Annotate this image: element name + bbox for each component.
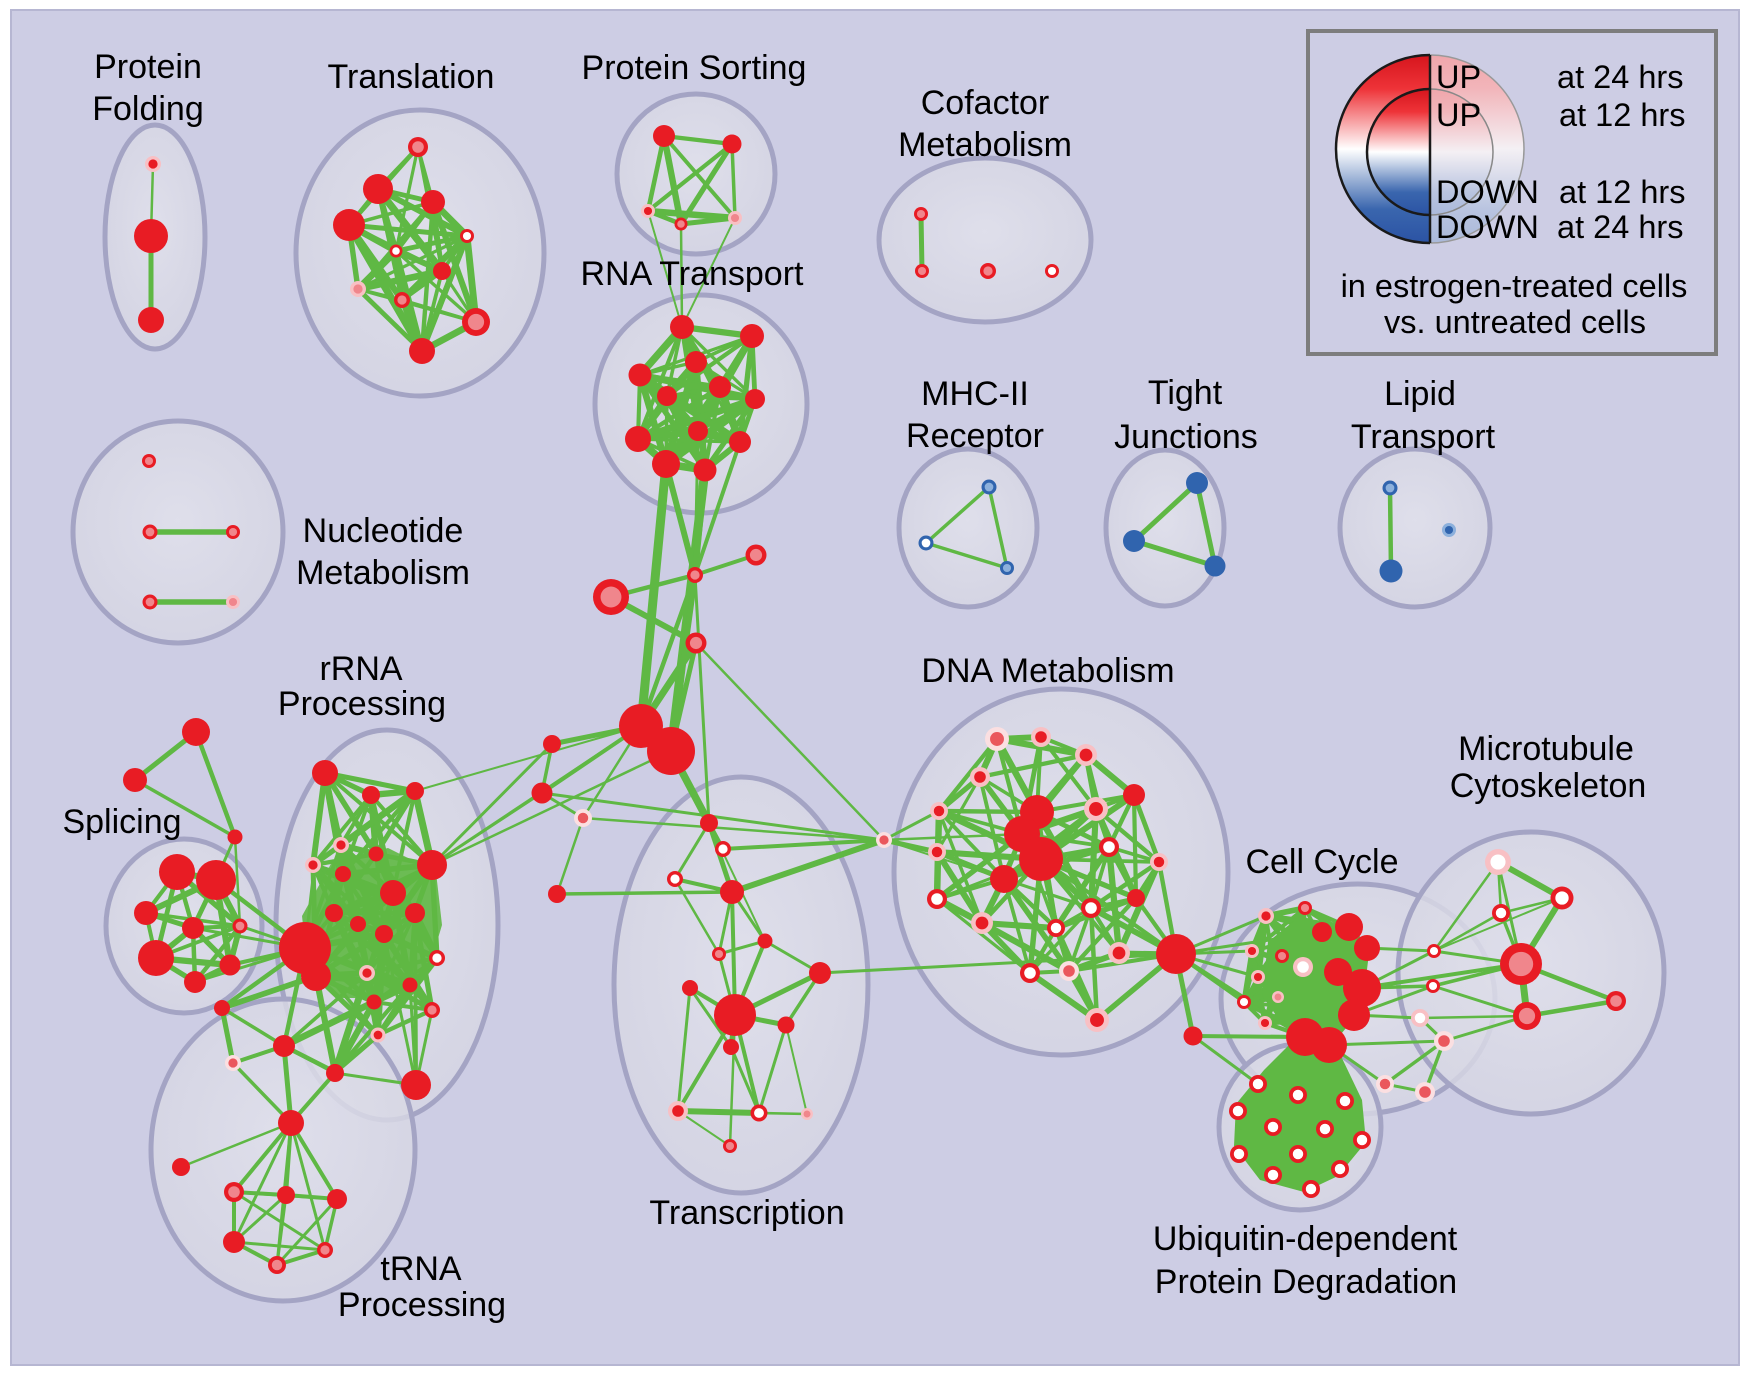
svg-text:MHC-II: MHC-II: [921, 375, 1029, 413]
svg-text:Metabolism: Metabolism: [296, 554, 470, 592]
svg-text:at 24 hrs: at 24 hrs: [1557, 59, 1683, 95]
svg-text:RNA Transport: RNA Transport: [581, 255, 805, 293]
svg-text:DOWN: DOWN: [1436, 209, 1539, 245]
svg-text:at 24 hrs: at 24 hrs: [1557, 209, 1683, 245]
svg-text:DOWN: DOWN: [1436, 174, 1539, 210]
svg-text:Transport: Transport: [1351, 418, 1496, 456]
svg-text:rRNA: rRNA: [319, 650, 402, 688]
svg-text:UP: UP: [1436, 59, 1481, 95]
svg-text:at 12 hrs: at 12 hrs: [1559, 174, 1685, 210]
svg-text:Tight: Tight: [1148, 374, 1223, 412]
svg-text:Cell Cycle: Cell Cycle: [1245, 843, 1398, 881]
svg-text:Cytoskeleton: Cytoskeleton: [1450, 767, 1647, 805]
svg-text:Translation: Translation: [328, 58, 495, 96]
svg-text:Junctions: Junctions: [1114, 418, 1258, 456]
svg-text:Processing: Processing: [278, 685, 446, 723]
svg-text:Protein: Protein: [94, 48, 202, 86]
svg-text:Lipid: Lipid: [1384, 375, 1456, 413]
svg-text:UP: UP: [1436, 97, 1481, 133]
svg-text:Metabolism: Metabolism: [898, 126, 1072, 164]
svg-text:Microtubule: Microtubule: [1458, 730, 1634, 768]
svg-text:Protein Sorting: Protein Sorting: [582, 49, 807, 87]
svg-text:Cofactor: Cofactor: [921, 84, 1050, 122]
svg-text:DNA Metabolism: DNA Metabolism: [921, 652, 1174, 690]
svg-text:tRNA: tRNA: [380, 1250, 462, 1288]
svg-text:Receptor: Receptor: [906, 417, 1044, 455]
svg-text:Transcription: Transcription: [649, 1194, 844, 1232]
svg-text:vs. untreated cells: vs. untreated cells: [1384, 304, 1646, 340]
svg-text:Protein Degradation: Protein Degradation: [1155, 1263, 1457, 1301]
svg-text:in estrogen-treated cells: in estrogen-treated cells: [1341, 268, 1688, 304]
svg-text:at 12 hrs: at 12 hrs: [1559, 97, 1685, 133]
svg-text:Processing: Processing: [338, 1286, 506, 1324]
svg-text:Splicing: Splicing: [62, 803, 181, 841]
svg-text:Nucleotide: Nucleotide: [303, 512, 464, 550]
svg-text:Folding: Folding: [92, 90, 204, 128]
svg-text:Ubiquitin-dependent: Ubiquitin-dependent: [1153, 1220, 1458, 1258]
